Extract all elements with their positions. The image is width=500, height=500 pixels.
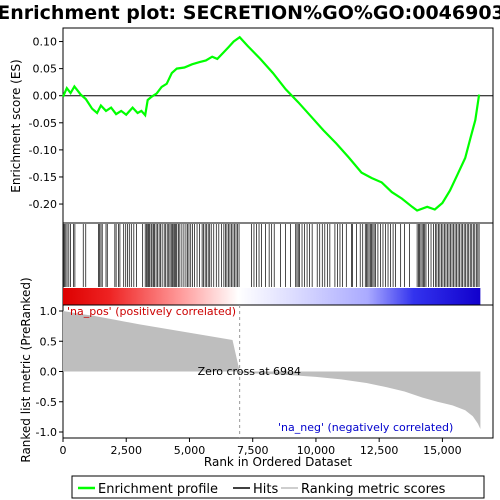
x-tick-label: 2,500 [110, 444, 142, 457]
es-y-tick-label: 0.00 [33, 90, 58, 103]
legend: Enrichment profile Hits Ranking metric s… [71, 475, 485, 499]
metric-y-tick-label: -1.0 [36, 426, 57, 439]
metric-y-tick-label: 0.0 [40, 366, 58, 379]
chart-title: Enrichment plot: SECRETION%GO%GO:0046903 [0, 2, 500, 24]
enrichment-profile-line [61, 35, 481, 212]
metric-y-axis-label: Ranked list metric (PreRanked) [19, 277, 33, 462]
legend-frame [71, 475, 485, 499]
legend-metric-label: Ranking metric scores [301, 482, 446, 497]
legend-hits-label: Hits [253, 482, 278, 497]
x-tick-label: 12,500 [360, 444, 399, 457]
x-tick-label: 15,000 [423, 444, 462, 457]
es-y-axis-label: Enrichment score (ES) [9, 59, 23, 192]
rank-gradient-bar [63, 288, 481, 305]
hits-panel [62, 222, 494, 306]
es-y-tick-label: -0.05 [29, 117, 57, 130]
es-y-tick-label: 0.10 [33, 36, 58, 49]
hit-lines [63, 224, 480, 287]
es-y-tick-label: 0.05 [33, 63, 58, 76]
enrichment-score-panel: -0.20 -0.15 -0.10 -0.05 0.00 0.05 0.10 Enrichm… [9, 27, 494, 224]
es-y-axis-ticks: -0.20 -0.15 -0.10 -0.05 0.00 0.05 0.10 [29, 36, 63, 211]
ranking-metric-panel: -1.0 -0.5 0.0 0.5 1.0 'na_pos' (positively c… [19, 277, 494, 469]
x-tick-label: 5,000 [174, 444, 206, 457]
metric-y-tick-label: 0.5 [40, 335, 58, 348]
zero-cross-label: Zero cross at 6984 [198, 365, 301, 378]
ranking-metric-area [63, 311, 481, 429]
positive-correlation-label: 'na_pos' (positively correlated) [67, 305, 236, 318]
metric-y-tick-label: 1.0 [40, 305, 58, 318]
x-axis-ticks: 0 2,500 5,000 7,500 10,000 12,500 15,000 [60, 438, 462, 457]
es-y-tick-label: -0.10 [29, 144, 57, 157]
es-y-tick-label: -0.15 [29, 171, 57, 184]
legend-enrichment-label: Enrichment profile [98, 482, 218, 497]
x-tick-label: 10,000 [297, 444, 336, 457]
metric-y-tick-label: -0.5 [36, 396, 57, 409]
metric-y-axis-ticks: -1.0 -0.5 0.0 0.5 1.0 [36, 305, 63, 439]
es-y-tick-label: -0.20 [29, 198, 57, 211]
x-tick-label: 7,500 [237, 444, 269, 457]
negative-correlation-label: 'na_neg' (negatively correlated) [278, 421, 453, 434]
x-tick-label: 0 [60, 444, 67, 457]
x-axis-label: Rank in Ordered Dataset [204, 455, 352, 469]
top-panel-frame [62, 27, 494, 224]
